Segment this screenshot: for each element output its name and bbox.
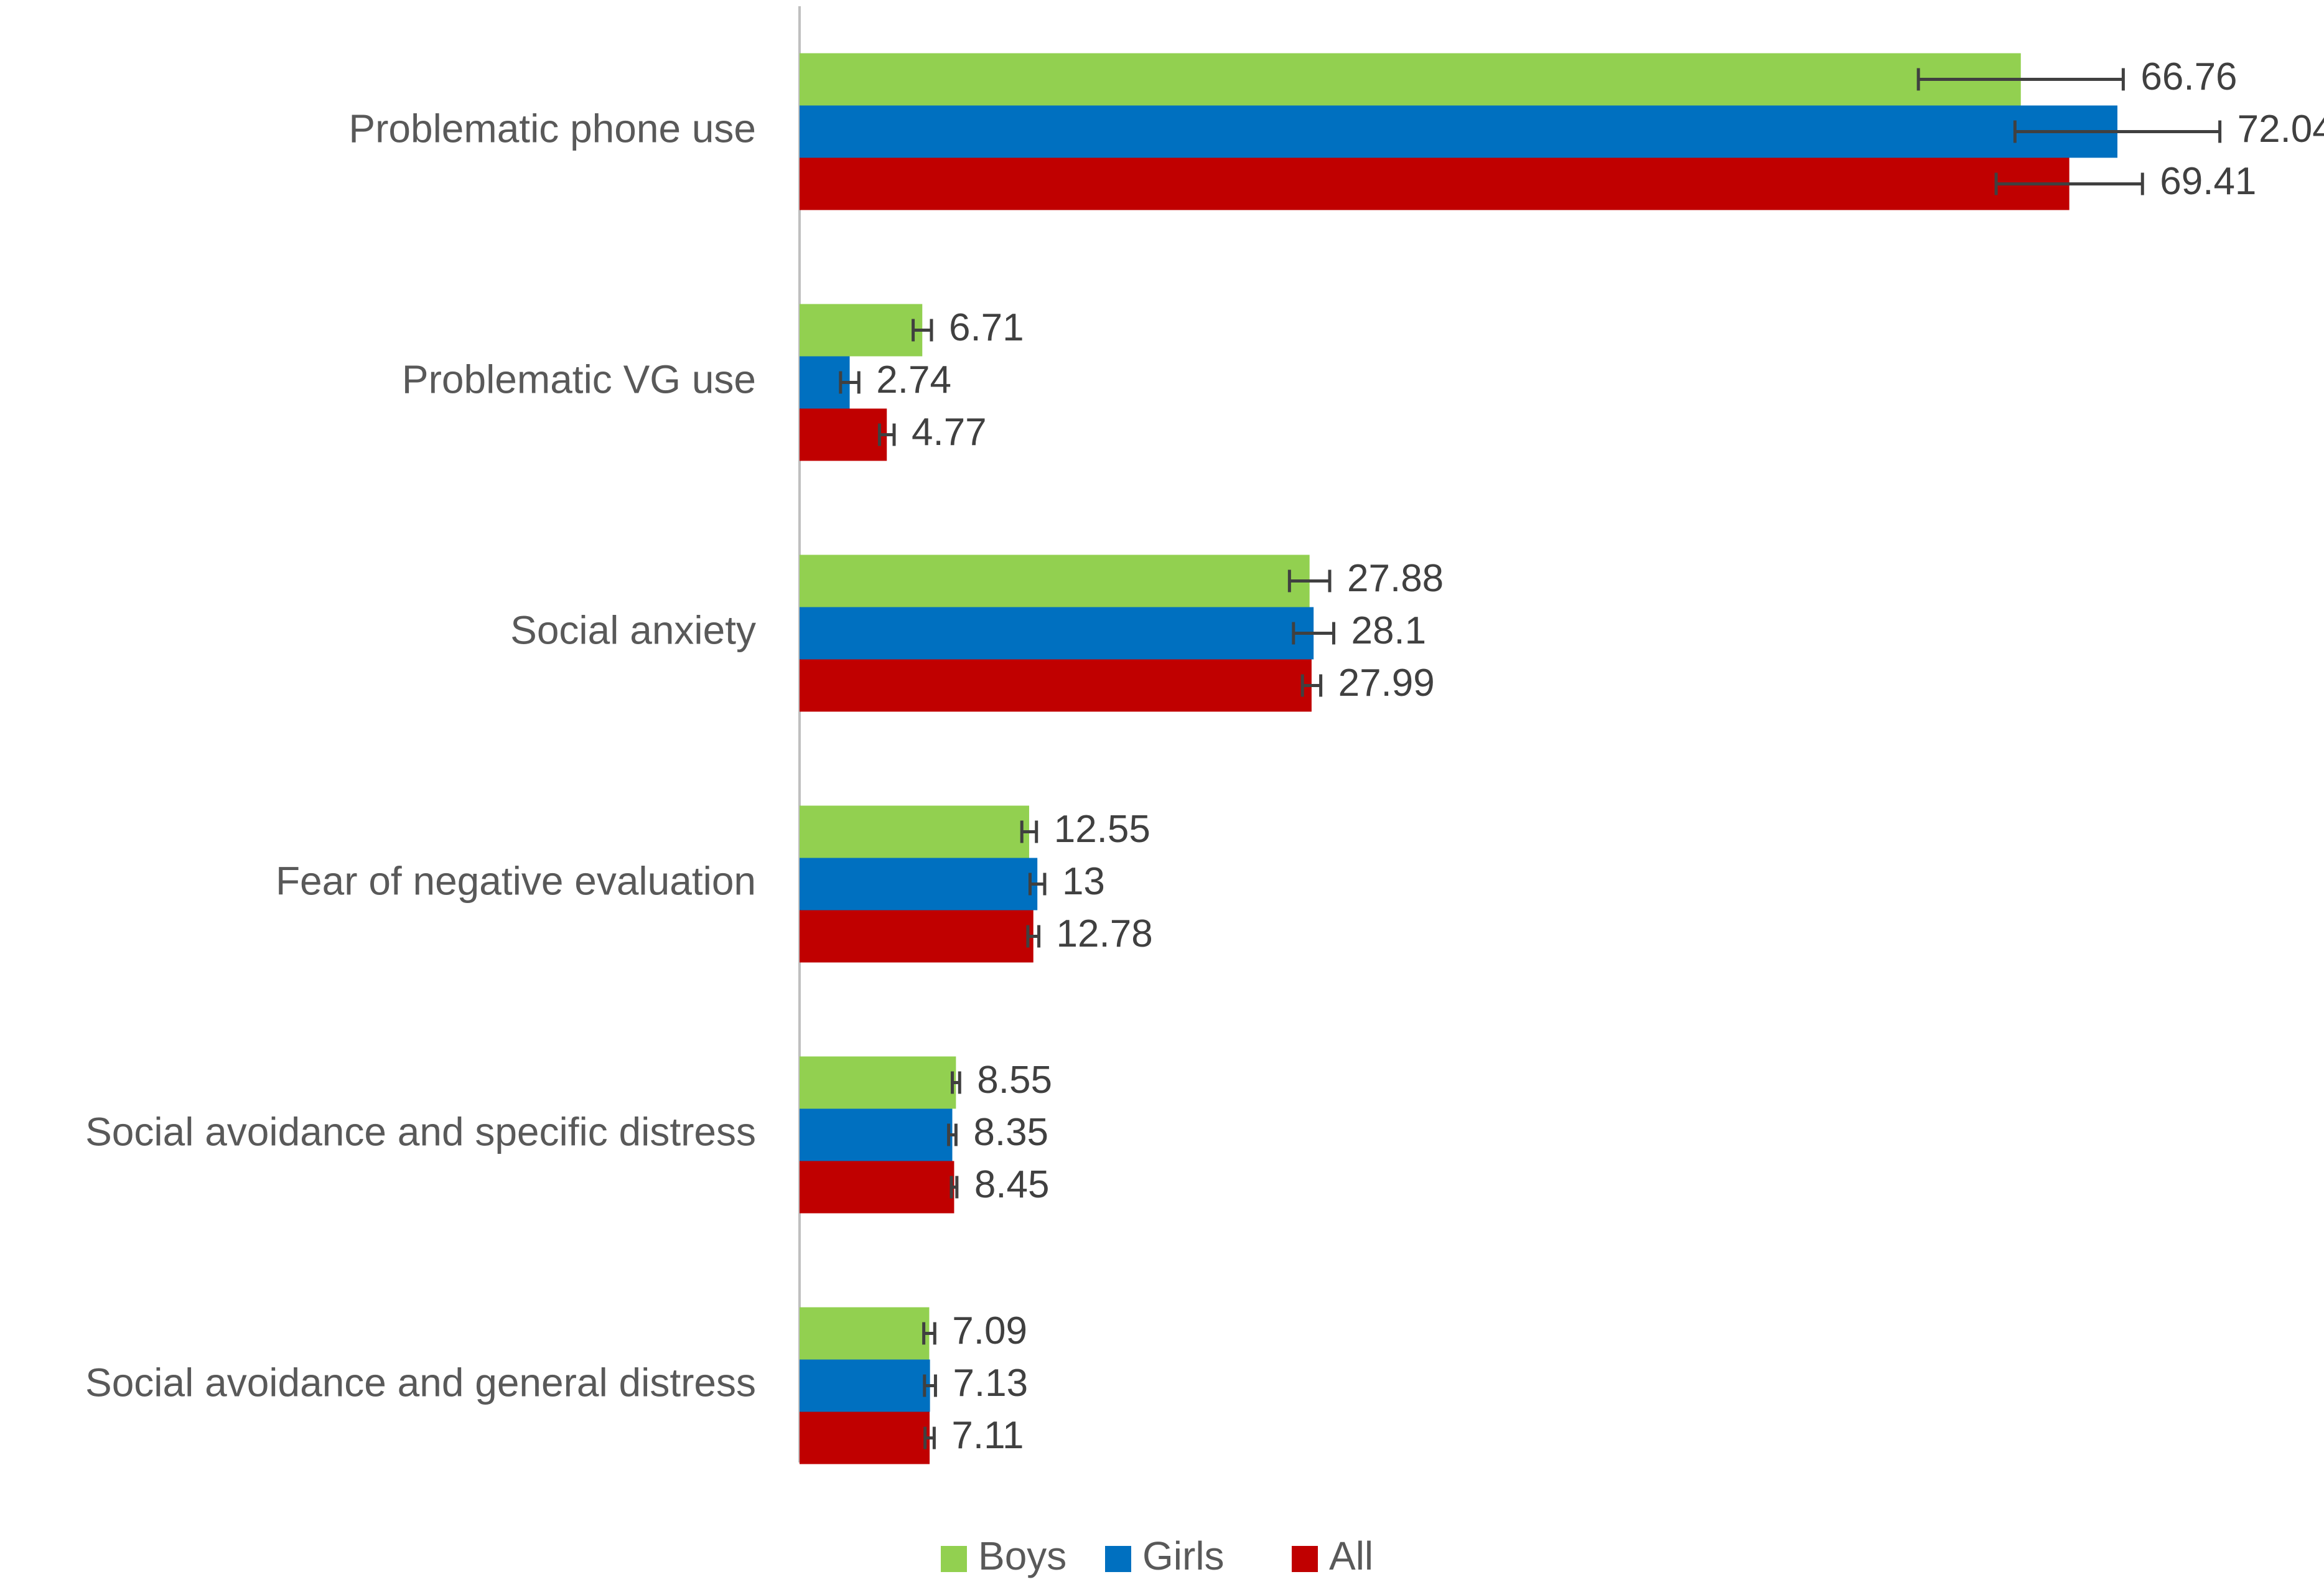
data-label: 6.71	[949, 306, 1024, 349]
data-label: 8.55	[977, 1059, 1052, 1102]
data-label: 69.41	[2160, 160, 2256, 203]
error-bar	[1300, 674, 1323, 697]
bar-all	[800, 659, 1312, 712]
legend-label-boys: Boys	[978, 1533, 1066, 1578]
error-bar	[1028, 873, 1047, 896]
bar-boys	[800, 53, 2021, 106]
data-label: 28.1	[1351, 609, 1426, 652]
legend-swatch-all	[1292, 1546, 1318, 1572]
error-bar	[2013, 120, 2222, 143]
category-label: Problematic phone use	[348, 106, 756, 151]
legend-swatch-boys	[941, 1546, 967, 1572]
error-bar	[1916, 68, 2125, 91]
bar-all	[800, 1161, 954, 1214]
error-bar	[1020, 820, 1038, 843]
data-label: 7.09	[952, 1309, 1027, 1352]
bar-boys	[800, 555, 1310, 607]
bar-all	[800, 1411, 930, 1464]
error-bar	[839, 371, 861, 394]
error-bar	[912, 319, 933, 342]
bar-all	[800, 157, 2070, 210]
bar-boys	[800, 1307, 930, 1360]
category-label: Social avoidance and specific distress	[85, 1109, 756, 1154]
legend-label-all: All	[1329, 1533, 1373, 1578]
bar-all	[800, 408, 887, 461]
error-bar	[922, 1322, 936, 1345]
error-bar	[877, 423, 896, 446]
data-label: 13	[1062, 860, 1105, 903]
bar-girls	[800, 607, 1314, 660]
legend: Boys Girls All	[941, 1533, 1373, 1578]
data-label: 12.55	[1054, 808, 1150, 851]
bar-girls	[800, 1359, 930, 1412]
error-bar	[1287, 569, 1332, 592]
error-bar	[1292, 622, 1335, 645]
bar-boys	[800, 1056, 956, 1109]
category-label: Social avoidance and general distress	[85, 1360, 756, 1405]
error-bar	[1026, 925, 1041, 948]
error-bar	[947, 1123, 958, 1146]
bar-girls	[800, 858, 1038, 911]
bar-all	[800, 910, 1034, 963]
data-label: 27.88	[1347, 557, 1444, 600]
data-label: 4.77	[912, 411, 987, 454]
data-label: 72.04	[2238, 108, 2324, 151]
error-bar	[950, 1176, 959, 1199]
category-label: Social anxiety	[510, 607, 756, 652]
bar-girls	[800, 105, 2117, 158]
error-bar	[923, 1374, 937, 1397]
legend-swatch-girls	[1105, 1546, 1131, 1572]
category-label: Problematic VG use	[402, 357, 756, 401]
data-label: 2.74	[876, 358, 951, 401]
bar-boys	[800, 805, 1029, 858]
data-label: 8.35	[973, 1111, 1048, 1154]
error-bar	[1994, 172, 2144, 195]
data-label: 66.76	[2140, 55, 2237, 98]
data-label: 12.78	[1057, 912, 1153, 955]
data-label: 27.99	[1338, 662, 1435, 705]
category-label: Fear of negative evaluation	[276, 858, 756, 903]
error-bar	[923, 1426, 936, 1449]
data-label: 7.11	[951, 1414, 1024, 1457]
legend-label-girls: Girls	[1142, 1533, 1225, 1578]
bar-boys	[800, 304, 923, 357]
bar-girls	[800, 1108, 953, 1161]
data-label: 7.13	[953, 1362, 1028, 1405]
data-label: 8.45	[974, 1163, 1050, 1206]
error-bar	[950, 1071, 961, 1094]
